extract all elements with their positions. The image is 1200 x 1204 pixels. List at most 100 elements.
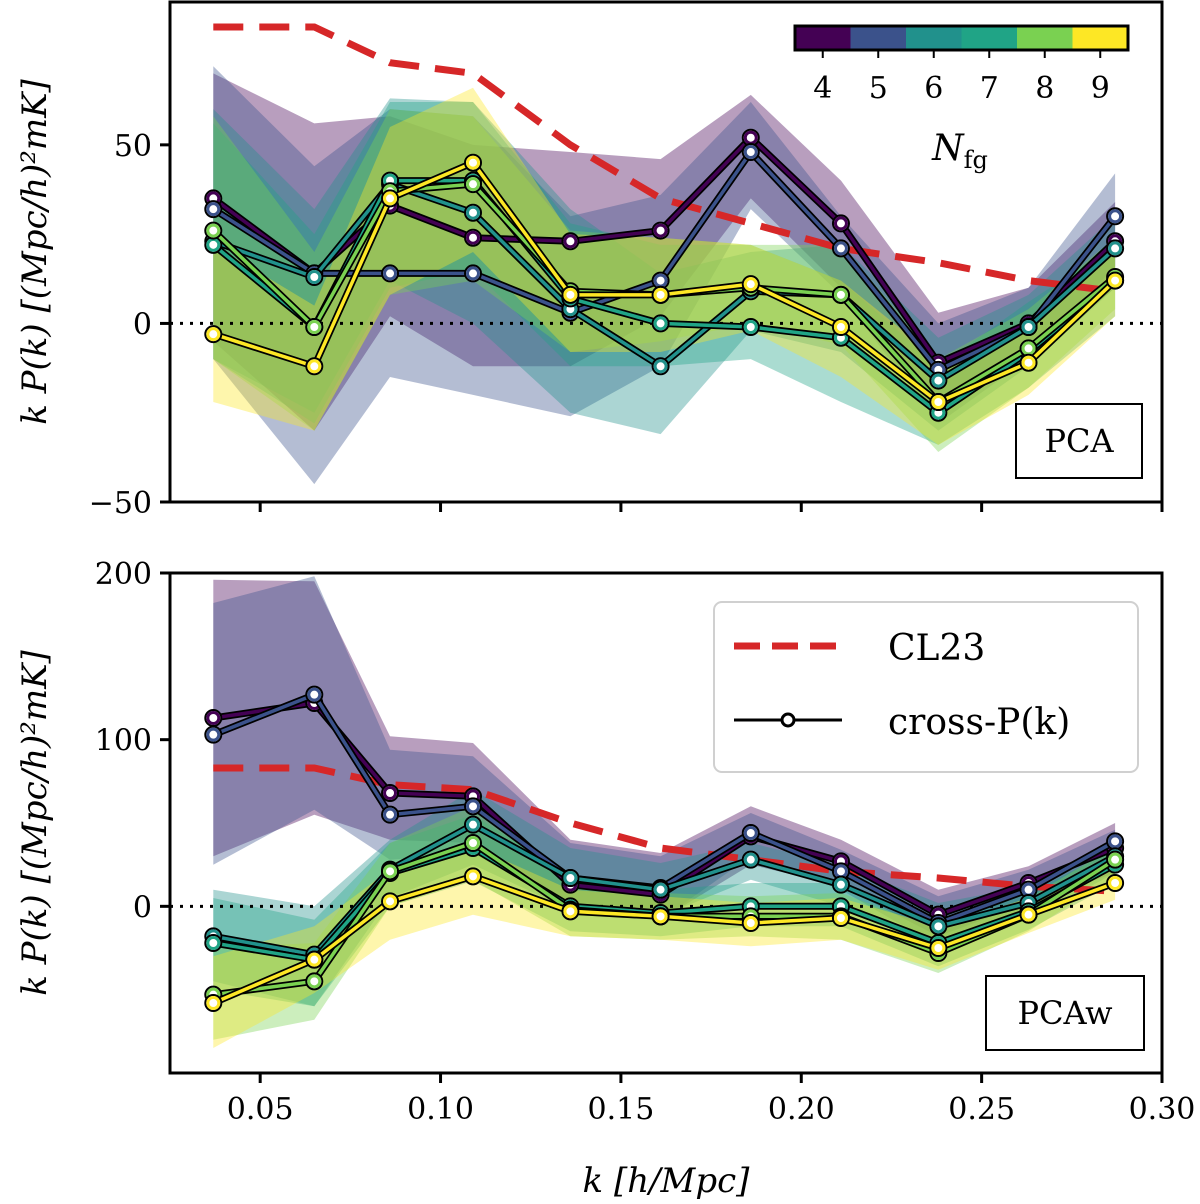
colorbar-tick-label: 7 bbox=[980, 71, 999, 106]
colorbar-tick-label: 4 bbox=[813, 71, 832, 106]
data-point bbox=[833, 241, 848, 256]
data-point bbox=[1108, 834, 1123, 849]
data-point bbox=[1021, 882, 1036, 897]
data-point bbox=[743, 145, 758, 159]
data-point bbox=[383, 191, 398, 206]
data-point bbox=[307, 952, 322, 967]
data-point bbox=[833, 877, 848, 892]
colorbar-tick-label: 8 bbox=[1035, 71, 1054, 106]
data-point bbox=[1021, 355, 1036, 370]
data-point bbox=[743, 826, 758, 840]
y-tick-label: 0 bbox=[133, 307, 152, 342]
y-axis-label: k P(k) [(Mpc/h)²mK] bbox=[15, 650, 55, 996]
colorbar-label-subscript: fg bbox=[964, 146, 988, 174]
data-point bbox=[466, 836, 481, 850]
data-point bbox=[563, 871, 578, 885]
x-tick-label: 0.15 bbox=[588, 1092, 655, 1127]
axes-frame bbox=[168, 0, 1164, 504]
data-point bbox=[466, 230, 481, 245]
colorbar-segment bbox=[795, 26, 851, 50]
data-point bbox=[307, 974, 322, 989]
data-point bbox=[383, 864, 398, 879]
y-ticks: −50 0 50 bbox=[89, 129, 170, 521]
data-point bbox=[466, 177, 481, 192]
colorbar-frame bbox=[793, 24, 1130, 52]
data-point bbox=[206, 936, 221, 950]
data-point bbox=[563, 287, 578, 302]
x-tick-label: 0.05 bbox=[227, 1092, 294, 1127]
series-nfg-9 bbox=[204, 867, 1125, 1012]
data-point bbox=[743, 320, 758, 334]
data-point bbox=[743, 277, 758, 292]
data-point bbox=[1021, 320, 1036, 334]
data-point bbox=[206, 711, 221, 725]
method-label-pca: PCA bbox=[1044, 422, 1114, 460]
data-point bbox=[931, 919, 946, 934]
colorbar-tick-label: 9 bbox=[1091, 71, 1110, 106]
data-point bbox=[653, 287, 668, 302]
y-tick-label: 0 bbox=[133, 890, 152, 925]
method-label-box bbox=[1015, 403, 1143, 479]
data-point bbox=[383, 786, 398, 800]
y-tick-label: 50 bbox=[114, 129, 152, 164]
data-point bbox=[307, 359, 322, 374]
data-point bbox=[383, 266, 398, 281]
data-point bbox=[206, 237, 221, 252]
colorbar-tick-label: 6 bbox=[924, 71, 943, 106]
data-point bbox=[931, 373, 946, 388]
data-point bbox=[743, 916, 758, 930]
data-point bbox=[1108, 241, 1123, 256]
data-point bbox=[466, 266, 481, 281]
data-point bbox=[206, 223, 221, 238]
data-point bbox=[833, 320, 848, 334]
data-point bbox=[206, 996, 221, 1010]
method-label-pcaw: PCAw bbox=[1017, 994, 1112, 1032]
x-tick-label: 0.25 bbox=[948, 1092, 1015, 1127]
legend: CL23 cross-P(k) bbox=[713, 601, 1139, 773]
data-point bbox=[653, 223, 668, 238]
data-point bbox=[1108, 852, 1123, 867]
data-point bbox=[466, 799, 481, 814]
data-point bbox=[653, 316, 668, 331]
cross-pk-series bbox=[204, 128, 1125, 422]
y-axis-label: k P(k) [(Mpc/h)²mK] bbox=[15, 79, 55, 425]
data-point bbox=[206, 202, 221, 217]
method-label-box bbox=[985, 975, 1145, 1051]
data-point bbox=[563, 904, 578, 919]
cross-pk-series bbox=[204, 685, 1125, 1012]
data-point bbox=[307, 270, 322, 284]
colorbar-segment bbox=[961, 26, 1018, 50]
data-point bbox=[1108, 209, 1123, 224]
data-point bbox=[466, 817, 481, 832]
x-tick-label: 0.30 bbox=[1129, 1092, 1196, 1127]
data-point bbox=[466, 205, 481, 220]
cl23-line bbox=[213, 23, 1116, 295]
axes-frame bbox=[168, 571, 1164, 1075]
data-point bbox=[833, 864, 848, 879]
data-point bbox=[743, 130, 758, 145]
y-tick-label: 100 bbox=[95, 724, 152, 759]
y-ticks: 0 100 200 bbox=[95, 557, 170, 925]
colorbar-segment bbox=[1072, 26, 1129, 50]
data-point bbox=[931, 941, 946, 955]
data-point bbox=[466, 869, 481, 884]
data-point bbox=[931, 395, 946, 409]
panel-pcaw: 0 100 200 0.05 0.10 0.15 0.20 0.25 0.30 k P(k) … bbox=[15, 557, 1195, 1201]
data-point bbox=[653, 359, 668, 374]
cl23-reference-line bbox=[213, 23, 1116, 295]
data-point bbox=[833, 911, 848, 925]
data-point bbox=[1108, 876, 1123, 890]
legend-cl23-label: CL23 bbox=[888, 628, 985, 669]
data-point bbox=[1108, 273, 1123, 288]
nfg-colorbar: 4 5 6 7 8 9 bbox=[793, 24, 1130, 106]
data-point bbox=[206, 727, 221, 742]
colorbar-segment bbox=[906, 26, 962, 50]
data-point bbox=[563, 234, 578, 249]
data-point bbox=[653, 909, 668, 924]
panel-pca: −50 0 50 k P(k) [(Mpc/h)²mK] 4 5 6 7 8 9 Nfg PC… bbox=[15, 0, 1164, 521]
y-tick-label: 200 bbox=[95, 557, 152, 592]
x-ticks: 0.05 0.10 0.15 0.20 0.25 0.30 bbox=[227, 1073, 1196, 1127]
colorbar-segment bbox=[1017, 26, 1073, 50]
legend-cross-label: cross-P(k) bbox=[888, 702, 1070, 743]
